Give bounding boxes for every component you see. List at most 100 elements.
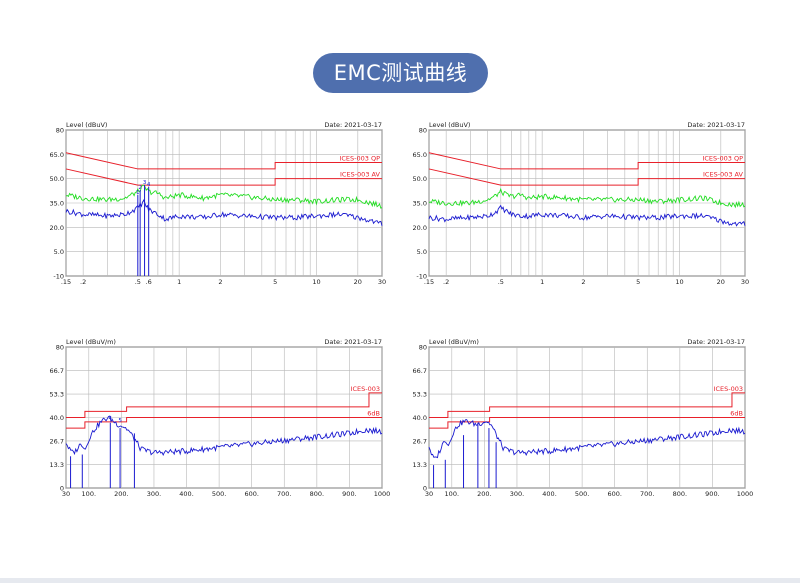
x-tick-label: 2 xyxy=(218,278,222,286)
limit-line xyxy=(428,168,745,186)
marker-label: 1 xyxy=(136,190,140,196)
date-label: Date: 2021-03-17 xyxy=(324,121,382,129)
marker-label: 3 xyxy=(143,180,147,186)
limit-label: ICES-003 xyxy=(351,385,380,393)
x-tick-label: 10 xyxy=(312,278,320,286)
av-trace xyxy=(428,419,746,459)
limit-line xyxy=(65,168,382,186)
y-tick-label: 66.7 xyxy=(50,367,64,375)
x-tick-label: 20 xyxy=(354,278,362,286)
av-trace xyxy=(428,204,746,227)
x-tick-label: .2 xyxy=(443,278,449,286)
y-tick-label: 26.7 xyxy=(413,437,427,445)
x-tick-label: .2 xyxy=(80,278,86,286)
y-tick-label: -10 xyxy=(416,273,427,281)
y-tick-label: 80 xyxy=(419,127,427,135)
x-tick-label: 100. xyxy=(82,490,96,498)
x-tick-label: 200. xyxy=(477,490,491,498)
y-axis-label: Level (dBuV) xyxy=(429,121,470,129)
marker-label: 4 xyxy=(109,416,113,422)
x-tick-label: .6 xyxy=(146,278,152,286)
y-tick-label: 50.0 xyxy=(50,175,64,183)
x-tick-label: 1000 xyxy=(737,490,753,498)
y-tick-label: 53.3 xyxy=(50,391,64,399)
x-tick-label: 800. xyxy=(310,490,324,498)
limit-line xyxy=(429,392,745,418)
x-tick-label: 5 xyxy=(636,278,640,286)
av-trace xyxy=(65,415,383,456)
marker-label: 5 xyxy=(118,418,122,424)
bottom-divider xyxy=(0,578,800,583)
limit-label: ICES-003 AV xyxy=(703,171,744,179)
y-tick-label: 0 xyxy=(423,485,427,493)
x-tick-label: 900. xyxy=(705,490,719,498)
conducted-emission-chart-1: -105.020.035.050.065.080.15.2.5.6 1 2 5 10 20… xyxy=(50,121,387,286)
y-tick-label: 65.0 xyxy=(413,151,427,159)
limit-line xyxy=(65,152,382,170)
x-tick-label: .15 xyxy=(424,278,434,286)
y-tick-label: 13.3 xyxy=(50,461,64,469)
x-tick-label: 20 xyxy=(717,278,725,286)
limit-line xyxy=(66,417,382,429)
qp-trace xyxy=(65,184,383,209)
x-tick-label: 400. xyxy=(542,490,556,498)
x-tick-label: .5 xyxy=(135,278,141,286)
y-tick-label: 40.0 xyxy=(413,414,427,422)
x-tick-label: 600. xyxy=(607,490,621,498)
x-tick-label: 700. xyxy=(640,490,654,498)
y-tick-label: 26.7 xyxy=(50,437,64,445)
marker-label: 4 xyxy=(147,182,151,188)
x-tick-label: 600. xyxy=(244,490,258,498)
limit-label: 6dB xyxy=(367,410,380,418)
y-axis-label: Level (dBuV) xyxy=(66,121,107,129)
y-tick-label: 80 xyxy=(56,344,64,352)
limit-line xyxy=(66,392,382,418)
x-tick-label: .5 xyxy=(498,278,504,286)
limit-line xyxy=(429,417,745,429)
limit-label: ICES-003 QP xyxy=(702,154,743,162)
x-tick-label: 30 xyxy=(741,278,749,286)
y-tick-label: 13.3 xyxy=(413,461,427,469)
x-tick-label: 30 xyxy=(62,490,70,498)
x-tick-label: 300. xyxy=(147,490,161,498)
x-tick-label: 800. xyxy=(673,490,687,498)
conducted-emission-chart-2: -10 5.0 20.0 35.0 50.0 65.0 80 .15 .2 .5 1 2 5 10 20 30… xyxy=(413,121,750,286)
x-tick-label: 10 xyxy=(675,278,683,286)
x-tick-label: 5 xyxy=(273,278,277,286)
y-tick-label: 65.0 xyxy=(50,151,64,159)
y-tick-label: 66.7 xyxy=(413,367,427,375)
y-axis-label: Level (dBuV/m) xyxy=(66,338,116,346)
y-tick-label: 35.0 xyxy=(50,200,64,208)
y-tick-label: 53.3 xyxy=(413,391,427,399)
y-tick-label: 5.0 xyxy=(417,248,427,256)
y-tick-label: 0 xyxy=(60,485,64,493)
y-tick-label: 80 xyxy=(419,344,427,352)
limit-label: ICES-003 AV xyxy=(340,171,381,179)
radiated-emission-chart-1: 0 13.3 26.7 40.0 53.3 66.7 80 30 100. 200. 300. 400… xyxy=(50,338,390,498)
y-tick-label: 20.0 xyxy=(413,224,427,232)
x-tick-label: 1 xyxy=(177,278,181,286)
x-tick-label: 30 xyxy=(425,490,433,498)
x-tick-label: 400. xyxy=(179,490,193,498)
date-label: Date: 2021-03-17 xyxy=(687,338,745,346)
x-tick-label: .15 xyxy=(61,278,71,286)
y-tick-label: 35.0 xyxy=(413,200,427,208)
date-label: Date: 2021-03-17 xyxy=(324,338,382,346)
limit-label: ICES-003 QP xyxy=(339,154,380,162)
x-tick-label: 200. xyxy=(114,490,128,498)
radiated-emission-chart-2: 0 13.3 26.7 40.0 53.3 66.7 80 30 100. 200. 300. 400… xyxy=(413,338,753,498)
limit-line xyxy=(428,152,745,170)
x-tick-label: 900. xyxy=(342,490,356,498)
date-label: Date: 2021-03-17 xyxy=(687,121,745,129)
y-tick-label: 40.0 xyxy=(50,414,64,422)
y-tick-label: 50.0 xyxy=(413,175,427,183)
y-tick-label: 20.0 xyxy=(50,224,64,232)
y-tick-label: 5.0 xyxy=(54,248,64,256)
x-tick-label: 2 xyxy=(581,278,585,286)
x-tick-label: 500. xyxy=(575,490,589,498)
y-axis-label: Level (dBuV/m) xyxy=(429,338,479,346)
x-tick-label: 30 xyxy=(378,278,386,286)
x-tick-label: 100. xyxy=(445,490,459,498)
x-tick-label: 300. xyxy=(510,490,524,498)
av-trace xyxy=(65,198,383,227)
